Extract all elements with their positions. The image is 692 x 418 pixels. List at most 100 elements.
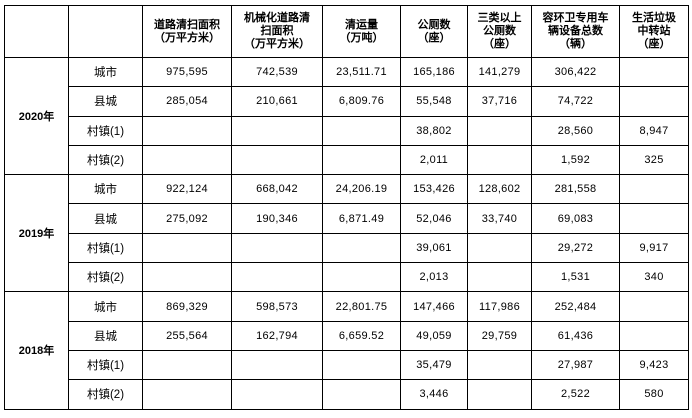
header-line-2: 中转站 [637, 25, 671, 38]
header-mechanized-road-cleaning-area: 机械化道路清 扫面积 （万平方米） [231, 5, 323, 58]
cell-waste-transfer-station: 325 [619, 144, 689, 176]
cell-class-three-plus-toilet-count [467, 349, 532, 381]
cell-mechanized-road-cleaning-area: 190,346 [231, 203, 323, 234]
table-row: 县城 285,054 210,661 6,809.76 55,548 37,716 74,7… [5, 86, 689, 117]
header-line-2: （万吨） [339, 31, 384, 44]
table-row: 村镇(2) 3,446 2,522 580 [5, 379, 689, 410]
cell-class-three-plus-toilet-count: 29,759 [467, 320, 532, 351]
year-group-cell: 2020年 [4, 56, 69, 176]
cell-road-cleaning-area: 275,092 [142, 203, 232, 234]
cell-sanitation-vehicle-equipment-total: 61,436 [531, 320, 620, 351]
cell-road-cleaning-area: 975,595 [142, 56, 232, 88]
header-line-3: （座） [637, 37, 671, 50]
table-row: 2020年 城市 975,595 742,539 23,511.71 165,186 141… [4, 56, 689, 176]
cell-sanitation-vehicle-equipment-total: 252,484 [531, 291, 620, 322]
cell-haul-volume [322, 144, 401, 176]
header-public-toilet-count: 公厕数 （座） [400, 5, 468, 58]
header-line-2: 辆设备总数 [548, 25, 603, 38]
header-line-2: （座） [417, 31, 451, 44]
category-cell: 县城 [68, 203, 143, 234]
cell-haul-volume [322, 115, 401, 146]
category-cell: 村镇(2) [68, 144, 143, 176]
cell-sanitation-vehicle-equipment-total: 29,272 [531, 232, 620, 264]
cell-class-three-plus-toilet-count [467, 115, 532, 146]
cell-mechanized-road-cleaning-area: 598,573 [231, 291, 323, 322]
table-row: 县城 275,092 190,346 6,871.49 52,046 33,740 69,0… [5, 203, 689, 234]
cell-public-toilet-count: 3,446 [400, 379, 468, 410]
cell-public-toilet-count: 2,013 [400, 262, 468, 293]
cell-waste-transfer-station [619, 86, 689, 117]
cell-road-cleaning-area: 922,124 [142, 174, 232, 205]
cell-public-toilet-count: 55,548 [400, 86, 468, 117]
cell-public-toilet-count: 2,011 [400, 144, 468, 176]
cell-road-cleaning-area [142, 379, 232, 410]
cell-road-cleaning-area: 255,564 [142, 320, 232, 351]
header-line-2: （万平方米） [154, 31, 220, 44]
cell-haul-volume [322, 379, 401, 410]
header-line-1: 三类以上 [477, 12, 522, 25]
category-cell: 城市 [68, 174, 143, 205]
cell-class-three-plus-toilet-count [467, 379, 532, 410]
cell-road-cleaning-area: 869,329 [142, 291, 232, 322]
header-corner-year [4, 5, 69, 58]
header-line-1: 容环卫专用车 [542, 12, 609, 25]
table-row: 2019年 城市 922,124 668,042 24,206.19 153,426 128… [4, 174, 689, 293]
cell-waste-transfer-station: 580 [619, 379, 689, 410]
cell-haul-volume: 23,511.71 [322, 56, 401, 88]
header-line-1: 机械化道路清 [244, 12, 310, 25]
cell-mechanized-road-cleaning-area: 210,661 [231, 86, 323, 117]
category-cell: 村镇(2) [68, 379, 143, 410]
sanitation-statistics-table: 道路清扫面积 （万平方米） 机械化道路清 扫面积 （万平方米） 清运量 （万吨）… [4, 5, 689, 410]
cell-haul-volume: 6,809.76 [322, 86, 401, 117]
cell-waste-transfer-station: 9,423 [619, 349, 689, 381]
cell-sanitation-vehicle-equipment-total: 69,083 [531, 203, 620, 234]
table-row: 村镇(2) 2,011 1,592 325 [5, 144, 689, 176]
category-cell: 城市 [68, 56, 143, 88]
table-header: 道路清扫面积 （万平方米） 机械化道路清 扫面积 （万平方米） 清运量 （万吨）… [4, 5, 689, 58]
header-class-three-plus-toilet-count: 三类以上 公厕数 （座） [467, 5, 532, 58]
cell-haul-volume [322, 262, 401, 293]
category-cell: 村镇(1) [68, 115, 143, 146]
category-cell: 县城 [68, 320, 143, 351]
cell-waste-transfer-station: 340 [619, 262, 689, 293]
cell-haul-volume: 6,659.52 [322, 320, 401, 351]
cell-public-toilet-count: 49,059 [400, 320, 468, 351]
cell-mechanized-road-cleaning-area [231, 379, 323, 410]
header-line-3: （辆） [559, 37, 592, 50]
cell-haul-volume [322, 349, 401, 381]
category-cell: 村镇(1) [68, 232, 143, 264]
cell-sanitation-vehicle-equipment-total: 281,558 [531, 174, 620, 205]
cell-sanitation-vehicle-equipment-total: 74,722 [531, 86, 620, 117]
cell-road-cleaning-area [142, 144, 232, 176]
cell-sanitation-vehicle-equipment-total: 2,522 [531, 379, 620, 410]
cell-mechanized-road-cleaning-area [231, 144, 323, 176]
cell-road-cleaning-area: 285,054 [142, 86, 232, 117]
cell-mechanized-road-cleaning-area: 668,042 [231, 174, 323, 205]
cell-haul-volume: 24,206.19 [322, 174, 401, 205]
cell-haul-volume [322, 232, 401, 264]
cell-waste-transfer-station: 9,917 [619, 232, 689, 264]
cell-sanitation-vehicle-equipment-total: 28,560 [531, 115, 620, 146]
category-cell: 村镇(2) [68, 262, 143, 293]
cell-public-toilet-count: 52,046 [400, 203, 468, 234]
cell-class-three-plus-toilet-count: 141,279 [467, 56, 532, 88]
header-line-2: 扫面积 [260, 25, 294, 38]
header-line-1: 生活垃圾 [632, 12, 676, 25]
cell-haul-volume: 22,801.75 [322, 291, 401, 322]
cell-mechanized-road-cleaning-area [231, 349, 323, 381]
header-line-1: 道路清扫面积 [154, 18, 220, 31]
cell-class-three-plus-toilet-count [467, 232, 532, 264]
table-row: 村镇(1) 35,479 27,987 9,423 [5, 349, 689, 381]
header-corner-category [68, 5, 143, 58]
category-cell: 县城 [68, 86, 143, 117]
cell-waste-transfer-station [619, 320, 689, 351]
year-group-cell: 2018年 [4, 291, 69, 410]
header-line-1: 公厕数 [417, 18, 451, 31]
table-row: 村镇(1) 39,061 29,272 9,917 [5, 232, 689, 264]
header-haul-volume: 清运量 （万吨） [322, 5, 401, 58]
cell-public-toilet-count: 153,426 [400, 174, 468, 205]
cell-waste-transfer-station: 8,947 [619, 115, 689, 146]
cell-class-three-plus-toilet-count: 33,740 [467, 203, 532, 234]
cell-class-three-plus-toilet-count [467, 144, 532, 176]
cell-sanitation-vehicle-equipment-total: 1,531 [531, 262, 620, 293]
